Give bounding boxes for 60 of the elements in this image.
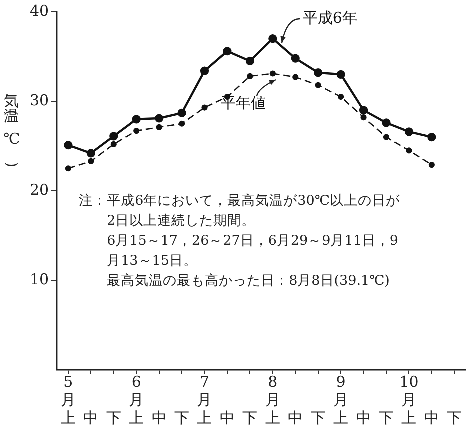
x-tick-label: 下 <box>174 408 190 427</box>
point <box>292 74 299 80</box>
point <box>88 158 94 165</box>
x-tick-label: 10月上 <box>400 372 419 427</box>
y-tick-label: 10 <box>30 270 50 288</box>
point <box>315 82 322 88</box>
point <box>86 149 96 158</box>
x-tick-label: 中 <box>152 408 167 427</box>
point <box>110 132 118 141</box>
point <box>428 162 435 168</box>
point <box>156 124 162 131</box>
annotation: 注：平成6年において，最高気温が30℃以上の日が2日以上連続した期間。 <box>79 192 401 231</box>
point <box>200 66 210 76</box>
point <box>178 120 186 127</box>
point <box>247 73 254 80</box>
x-tick-label: 中 <box>424 408 440 427</box>
x-tick-label: 下 <box>242 408 258 427</box>
x-tick-label: 5月上 <box>60 372 76 427</box>
x-tick-label: 9月上 <box>334 372 349 427</box>
annotation: 最高気温の最も高かった日：8月8日(39.1℃) <box>107 272 391 291</box>
y-axis-title: 気温(℃) <box>3 82 21 182</box>
point <box>428 133 436 142</box>
point <box>360 114 367 121</box>
point <box>223 47 232 56</box>
x-tick-label: 下 <box>378 408 394 427</box>
point <box>178 108 186 118</box>
point <box>314 68 323 78</box>
x-tick-label: 下 <box>106 408 122 427</box>
point <box>64 141 73 150</box>
x-tick-label: 8月上 <box>265 372 280 427</box>
x-tick-label: 7月上 <box>197 372 212 427</box>
point <box>134 128 140 134</box>
annotation: 6月15～17，26～27日，6月29～9月11日，9月13～15日。 <box>107 232 400 271</box>
y-tick-label: 30 <box>30 91 50 110</box>
point <box>132 115 141 124</box>
point <box>404 128 414 136</box>
point <box>270 70 276 77</box>
point <box>202 104 208 111</box>
x-tick-label: 中 <box>288 408 304 427</box>
point <box>359 106 368 115</box>
point <box>246 56 254 66</box>
series-label: 平成6年 <box>302 8 358 28</box>
y-tick-label: 40 <box>30 2 50 20</box>
x-tick-label: 下 <box>447 408 462 427</box>
y-tick-label: 20 <box>30 180 50 199</box>
x-tick-label: 中 <box>84 408 99 427</box>
point <box>155 114 164 123</box>
x-tick-label: 6月上 <box>129 372 144 427</box>
point <box>268 34 278 44</box>
point <box>291 54 300 63</box>
point <box>65 166 72 172</box>
point <box>382 118 391 128</box>
point <box>383 134 390 140</box>
point <box>336 70 346 79</box>
x-tick-label: 下 <box>310 408 326 427</box>
point <box>338 94 344 100</box>
point <box>110 141 117 148</box>
point <box>406 148 412 154</box>
x-tick-label: 中 <box>220 408 235 427</box>
x-tick-label: 中 <box>356 408 372 427</box>
